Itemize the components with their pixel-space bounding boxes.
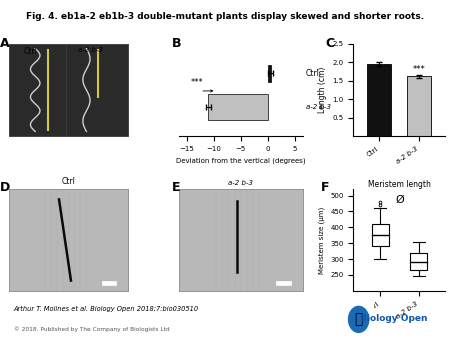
Text: Ctrl: Ctrl <box>23 47 37 56</box>
Text: Biology Open: Biology Open <box>360 314 427 323</box>
Bar <box>368 64 392 136</box>
Title: Meristem length: Meristem length <box>368 179 431 189</box>
Bar <box>276 281 291 285</box>
Text: ***: *** <box>191 78 204 87</box>
Bar <box>410 253 427 270</box>
Ellipse shape <box>348 306 369 333</box>
Text: 🐟: 🐟 <box>355 312 363 327</box>
Text: Ø: Ø <box>395 195 404 204</box>
Text: ***: *** <box>413 65 426 74</box>
Text: D: D <box>0 181 10 194</box>
Text: a-2 b-3: a-2 b-3 <box>228 180 253 186</box>
Text: F: F <box>321 181 330 194</box>
Bar <box>407 76 432 136</box>
Y-axis label: Length (cm): Length (cm) <box>318 67 327 113</box>
Text: a-2 b-3: a-2 b-3 <box>306 104 331 110</box>
Text: A: A <box>0 37 9 50</box>
Text: © 2018. Published by The Company of Biologists Ltd: © 2018. Published by The Company of Biol… <box>14 326 169 332</box>
Text: C: C <box>326 37 335 50</box>
X-axis label: Deviation from the vertical (degrees): Deviation from the vertical (degrees) <box>176 158 306 164</box>
Text: a-2 b-3: a-2 b-3 <box>77 47 103 53</box>
Text: Arthur T. Molines et al. Biology Open 2018;7:bio030510: Arthur T. Molines et al. Biology Open 20… <box>14 306 198 312</box>
Text: E: E <box>172 181 181 194</box>
Text: Fig. 4. eb1a-2 eb1b-3 double-mutant plants display skewed and shorter roots.: Fig. 4. eb1a-2 eb1b-3 double-mutant plan… <box>26 12 424 21</box>
Bar <box>208 94 268 120</box>
Y-axis label: Meristem size (μm): Meristem size (μm) <box>318 207 324 274</box>
Text: B: B <box>172 37 182 50</box>
Bar <box>372 224 389 246</box>
Bar <box>268 65 270 82</box>
Text: Ctrl: Ctrl <box>306 69 320 78</box>
Bar <box>102 281 116 285</box>
Text: Ctrl: Ctrl <box>62 177 76 186</box>
